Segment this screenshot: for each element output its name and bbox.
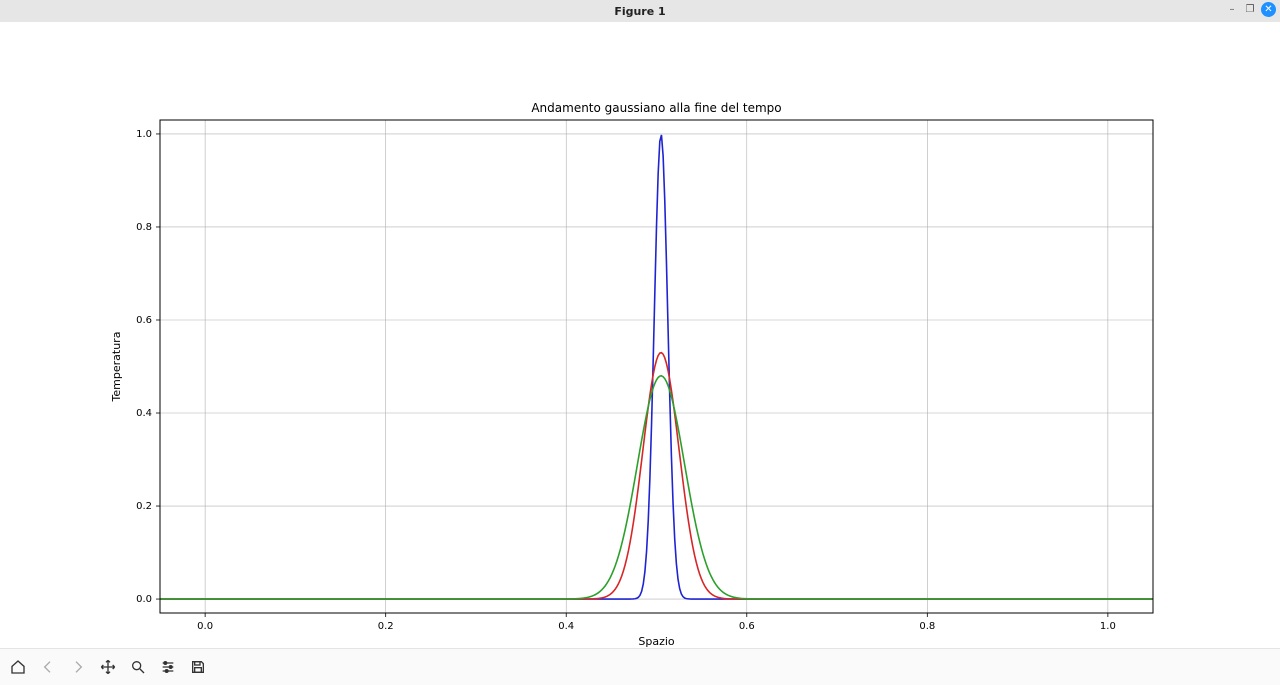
xtick-label: 0.2 (378, 621, 394, 632)
window-titlebar: Figure 1 – ❐ ✕ (0, 0, 1280, 23)
ytick-label: 0.6 (136, 315, 152, 326)
chart: 0.0 0.2 0.4 0.6 0.8 1.0 0.0 0.2 0.4 0.6 0.8 1.0 Spaz… (0, 22, 1280, 649)
matplotlib-toolbar (0, 648, 1280, 685)
xtick-label: 0.0 (197, 621, 213, 632)
minimize-icon: – (1230, 4, 1235, 15)
figure-area: 0.0 0.2 0.4 0.6 0.8 1.0 0.0 0.2 0.4 0.6 0.8 1.0 Spaz… (0, 22, 1280, 649)
maximize-icon: ❐ (1246, 4, 1255, 15)
xtick-label: 0.6 (739, 621, 755, 632)
chart-title: Andamento gaussiano alla fine del tempo (531, 101, 781, 115)
back-icon[interactable] (38, 657, 58, 677)
forward-icon[interactable] (68, 657, 88, 677)
zoom-icon[interactable] (128, 657, 148, 677)
ytick-label: 0.0 (136, 594, 152, 605)
xtick-label: 0.8 (919, 621, 935, 632)
close-icon: ✕ (1264, 2, 1272, 17)
maximize-button[interactable]: ❐ (1243, 3, 1257, 17)
pan-icon[interactable] (98, 657, 118, 677)
minimize-button[interactable]: – (1225, 3, 1239, 17)
ytick-label: 1.0 (136, 129, 152, 140)
window-buttons: – ❐ ✕ (1225, 2, 1276, 17)
window-title: Figure 1 (614, 5, 665, 18)
close-button[interactable]: ✕ (1261, 2, 1276, 17)
ytick-label: 0.8 (136, 222, 152, 233)
xtick-label: 1.0 (1100, 621, 1116, 632)
ytick-label: 0.4 (136, 408, 152, 419)
x-axis-label: Spazio (638, 635, 675, 648)
save-icon[interactable] (188, 657, 208, 677)
y-axis-label: Temperatura (110, 332, 123, 403)
xtick-label: 0.4 (558, 621, 574, 632)
ytick-label: 0.2 (136, 501, 152, 512)
configure-icon[interactable] (158, 657, 178, 677)
home-icon[interactable] (8, 657, 28, 677)
